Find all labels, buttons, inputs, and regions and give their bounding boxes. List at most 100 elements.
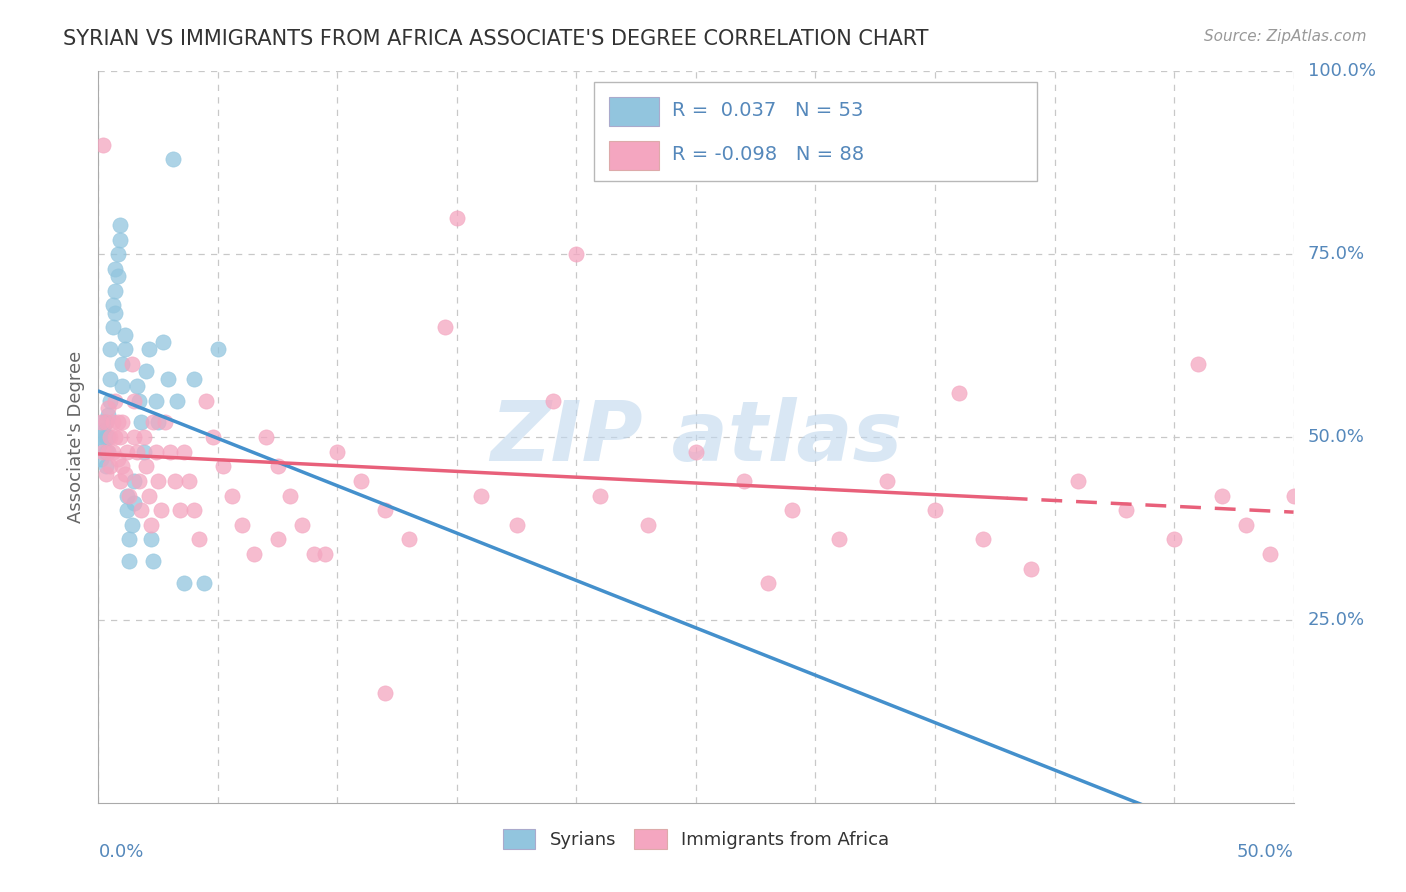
Point [108,474,131,488]
Point [94,467,117,481]
Point [156,371,179,385]
Point [254,430,277,444]
Point [152,334,174,349]
Point [98,459,122,474]
Point [446,211,468,225]
Point [828,533,851,547]
Point [166,393,188,408]
Point [173,576,195,591]
Point [132,430,155,444]
Point [231,517,253,532]
Point [124,474,146,488]
Point [733,474,755,488]
Point [1115,503,1137,517]
Text: R =  0.037   N = 53: R = 0.037 N = 53 [672,101,863,120]
Point [104,393,127,408]
Point [1163,533,1185,547]
Point [155,416,177,430]
Y-axis label: Associate's Degree: Associate's Degree [66,351,84,524]
Point [135,459,157,474]
Point [97,444,120,458]
Point [98,430,122,444]
Point [94,430,117,444]
Point [121,357,143,371]
Point [142,416,165,430]
Point [302,547,325,561]
Point [183,503,205,517]
Point [135,364,157,378]
Point [107,247,129,261]
Point [115,489,138,503]
Point [114,327,136,342]
Point [90,430,112,444]
Point [145,393,167,408]
Point [506,517,529,532]
Point [104,306,127,320]
Text: ZIP atlas: ZIP atlas [489,397,903,477]
Point [149,503,172,517]
Point [132,444,155,458]
Point [108,233,131,247]
Point [267,533,290,547]
Point [108,430,131,444]
Point [138,343,160,357]
Text: SYRIAN VS IMMIGRANTS FROM AFRICA ASSOCIATE'S DEGREE CORRELATION CHART: SYRIAN VS IMMIGRANTS FROM AFRICA ASSOCIA… [63,29,929,48]
Point [202,430,225,444]
Point [91,437,114,451]
Point [101,444,124,458]
Point [972,533,994,547]
Point [1234,517,1257,532]
Point [142,554,165,568]
Point [756,576,779,591]
Point [118,489,141,503]
Point [125,444,148,458]
Bar [609,97,659,127]
Point [589,489,612,503]
Point [148,474,170,488]
Point [162,152,184,166]
Point [780,503,803,517]
Point [91,416,114,430]
Point [637,517,659,532]
Text: 75.0%: 75.0% [1308,245,1365,263]
Text: 0.0%: 0.0% [98,843,143,861]
Point [876,474,898,488]
Point [131,503,153,517]
Point [97,408,120,422]
Point [1187,357,1209,371]
Point [1067,474,1090,488]
Point [291,517,314,532]
Point [94,459,117,474]
Point [94,416,117,430]
Point [98,343,122,357]
Point [114,343,136,357]
Point [193,576,215,591]
Point [101,320,124,334]
Point [121,517,143,532]
Point [350,474,373,488]
Point [118,533,141,547]
Point [145,444,167,458]
Point [128,393,150,408]
Point [326,444,349,458]
Text: 50.0%: 50.0% [1308,428,1365,446]
Point [90,452,112,467]
Text: 100.0%: 100.0% [1308,62,1376,80]
Point [541,393,564,408]
Point [97,444,120,458]
Point [91,423,114,437]
Point [1019,562,1042,576]
Point [434,320,457,334]
Point [183,371,205,385]
Point [114,467,136,481]
Point [111,459,134,474]
Point [98,371,122,385]
Point [101,416,124,430]
Point [97,430,120,444]
Point [187,533,209,547]
Point [315,547,337,561]
Point [374,503,396,517]
Point [104,284,127,298]
Legend: Syrians, Immigrants from Africa: Syrians, Immigrants from Africa [495,822,897,856]
Point [111,379,134,393]
